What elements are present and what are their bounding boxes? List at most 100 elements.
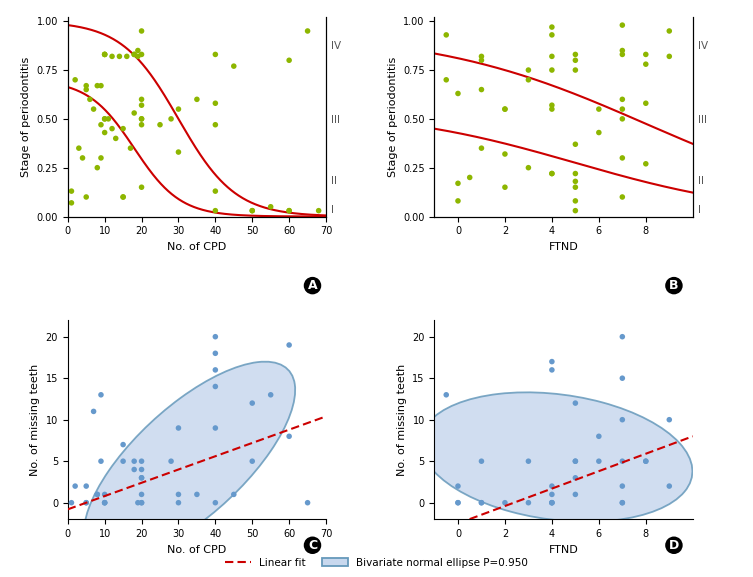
Point — [640, 456, 652, 466]
Point — [546, 169, 558, 178]
Point — [117, 456, 129, 466]
Y-axis label: Stage of periodontitis: Stage of periodontitis — [21, 57, 31, 177]
Point — [136, 498, 148, 507]
Point — [616, 95, 628, 104]
Point — [616, 21, 628, 30]
Point — [209, 382, 221, 391]
Point — [77, 153, 89, 163]
Point — [593, 128, 605, 137]
Point — [475, 55, 487, 65]
Point — [301, 27, 313, 36]
Point — [452, 196, 464, 205]
Point — [546, 357, 558, 366]
Point — [499, 104, 511, 114]
Point — [616, 114, 628, 123]
Point — [546, 52, 558, 61]
Point — [66, 186, 78, 196]
Point — [136, 120, 148, 129]
Point — [663, 481, 675, 490]
Point — [80, 81, 92, 90]
Point — [546, 169, 558, 178]
Point — [117, 192, 129, 201]
Point — [99, 128, 111, 137]
Point — [128, 465, 140, 474]
Point — [616, 456, 628, 466]
Point — [91, 490, 103, 499]
Point — [640, 159, 652, 168]
Point — [69, 481, 81, 490]
Point — [569, 182, 581, 192]
Point — [154, 120, 166, 129]
Point — [523, 498, 535, 507]
Text: B: B — [669, 279, 678, 292]
X-axis label: No. of CPD: No. of CPD — [167, 545, 227, 554]
Point — [209, 206, 221, 215]
Point — [616, 50, 628, 59]
Point — [209, 365, 221, 374]
Point — [569, 55, 581, 65]
Point — [441, 30, 453, 39]
Point — [128, 456, 140, 466]
Point — [283, 206, 295, 215]
Point — [114, 52, 126, 61]
Point — [283, 340, 295, 350]
Text: D: D — [669, 539, 679, 552]
Point — [128, 50, 140, 59]
Point — [209, 99, 221, 108]
Point — [87, 407, 99, 416]
Point — [546, 498, 558, 507]
Point — [99, 498, 111, 507]
Point — [475, 498, 487, 507]
Point — [452, 498, 464, 507]
Point — [136, 182, 148, 192]
Point — [569, 177, 581, 186]
Point — [546, 481, 558, 490]
Point — [80, 85, 92, 94]
Point — [91, 490, 103, 499]
Point — [95, 456, 107, 466]
Point — [312, 206, 325, 215]
Point — [132, 46, 144, 55]
Point — [569, 473, 581, 482]
X-axis label: FTND: FTND — [549, 545, 578, 554]
Point — [499, 182, 511, 192]
Point — [209, 120, 221, 129]
Point — [172, 498, 184, 507]
Point — [452, 498, 464, 507]
Point — [546, 104, 558, 114]
Point — [640, 456, 652, 466]
Point — [132, 498, 144, 507]
Point — [136, 465, 148, 474]
Point — [95, 390, 107, 399]
Point — [475, 498, 487, 507]
Point — [569, 140, 581, 149]
Point — [569, 490, 581, 499]
Point — [209, 50, 221, 59]
Point — [264, 202, 276, 211]
Point — [569, 206, 581, 215]
Point — [99, 114, 111, 123]
Point — [110, 134, 122, 143]
Point — [499, 498, 511, 507]
Point — [80, 192, 92, 201]
Point — [99, 498, 111, 507]
Legend: Linear fit, Bivariate normal ellipse P=0.950: Linear fit, Bivariate normal ellipse P=0… — [221, 553, 532, 572]
Point — [546, 498, 558, 507]
Point — [283, 55, 295, 65]
Point — [546, 23, 558, 32]
Point — [441, 75, 453, 84]
Point — [593, 104, 605, 114]
Point — [593, 456, 605, 466]
Point — [569, 456, 581, 466]
Point — [452, 179, 464, 188]
Point — [136, 473, 148, 482]
Point — [523, 163, 535, 173]
Point — [80, 498, 92, 507]
Point — [464, 173, 476, 182]
Point — [569, 399, 581, 408]
Point — [165, 114, 177, 123]
Point — [136, 114, 148, 123]
Point — [301, 498, 313, 507]
Y-axis label: No. of missing teeth: No. of missing teeth — [30, 364, 40, 476]
Y-axis label: Stage of periodontitis: Stage of periodontitis — [388, 57, 398, 177]
